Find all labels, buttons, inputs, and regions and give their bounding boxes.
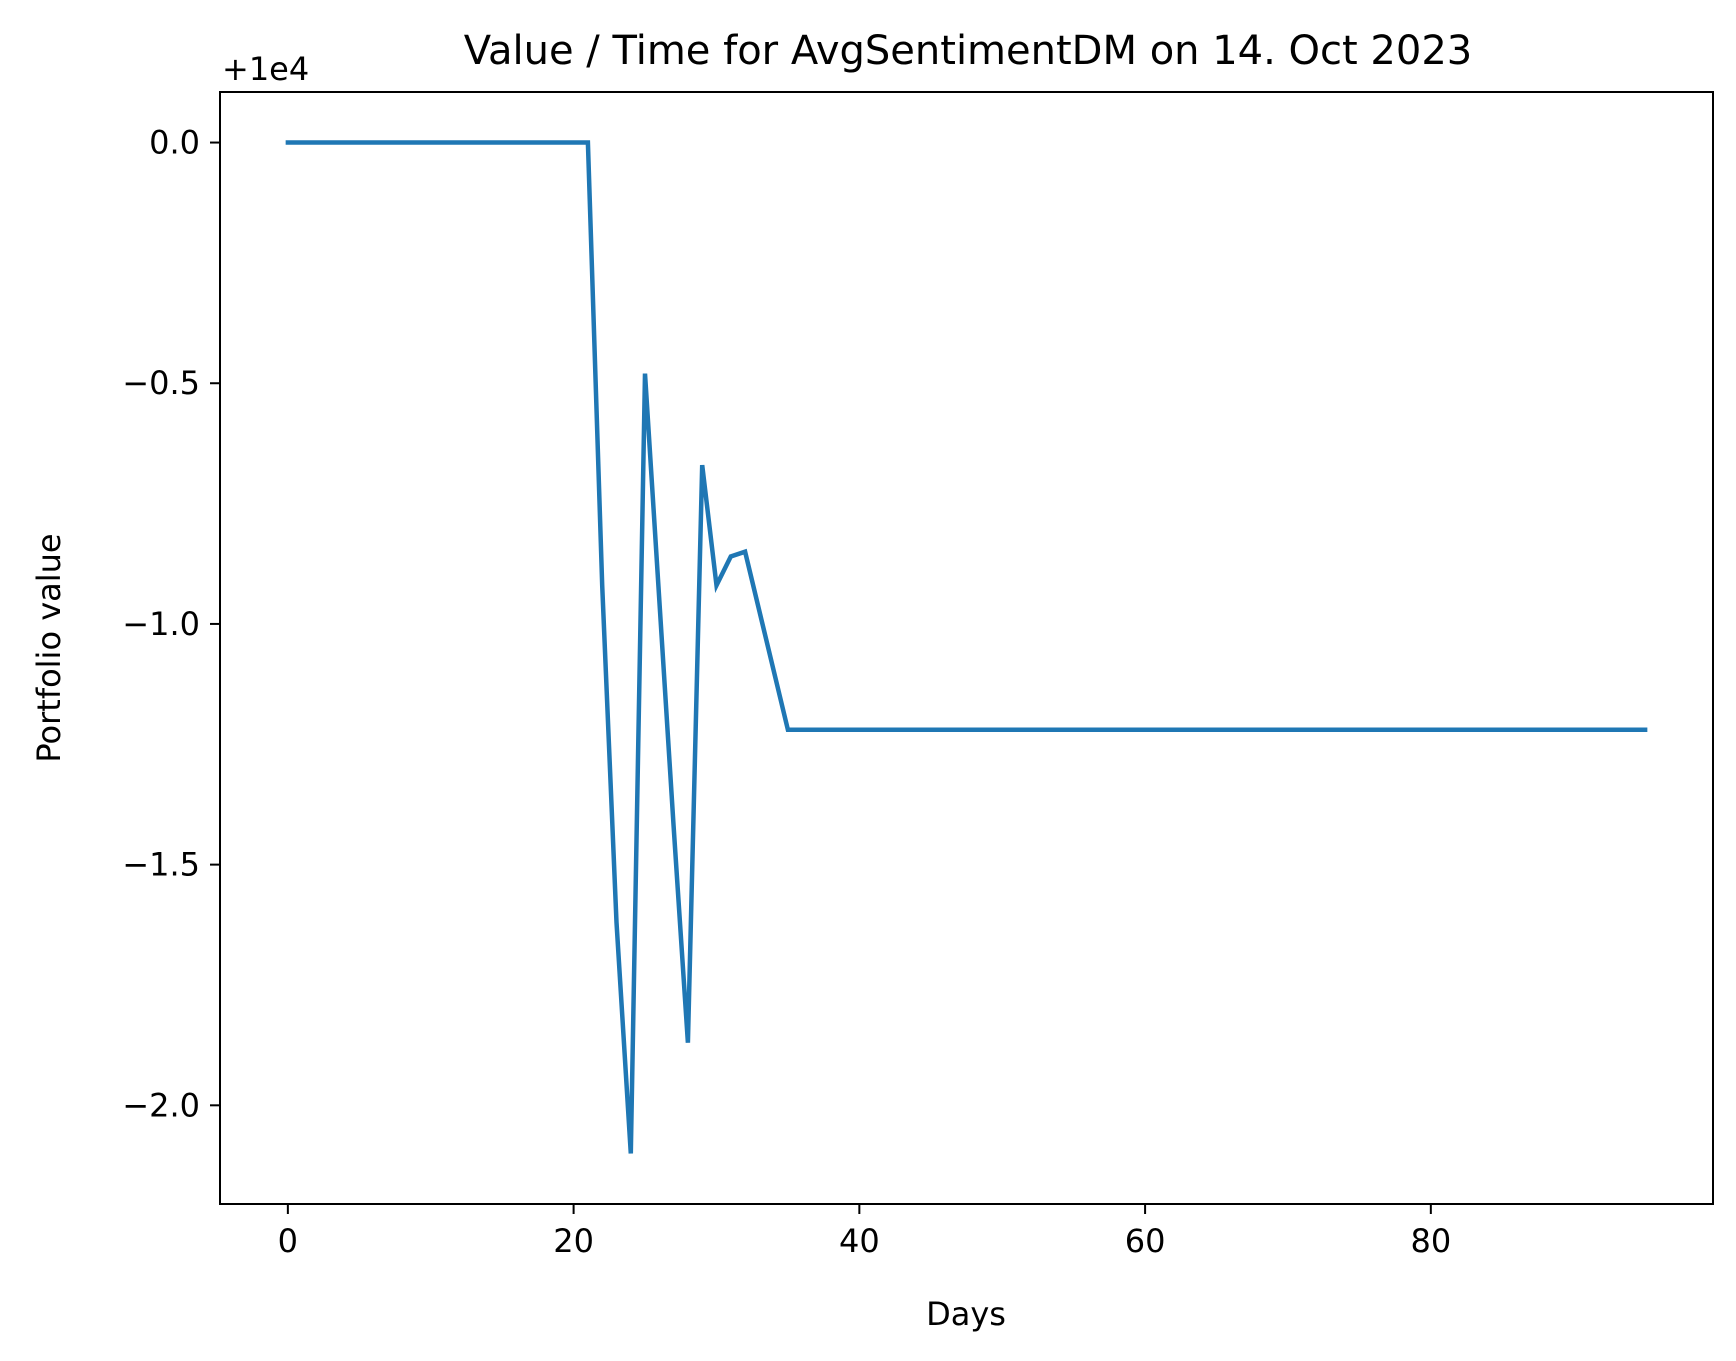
series-layer xyxy=(285,140,1648,1154)
plot-area-frame xyxy=(219,91,1714,1205)
x-tick-label: 80 xyxy=(1410,1222,1451,1260)
y-axis-ticks: 0.0 −0.5 −1.0 −1.5 −2.0 xyxy=(122,124,220,1124)
x-tick-label: 20 xyxy=(553,1222,594,1260)
y-tick-label: 0.0 xyxy=(149,124,200,162)
x-axis-label: Days xyxy=(926,1295,1006,1333)
y-tick-label: −2.0 xyxy=(122,1086,200,1124)
y-axis-label: Portfolio value xyxy=(30,533,68,762)
x-tick-label: 40 xyxy=(839,1222,880,1260)
chart-title: Value / Time for AvgSentimentDM on 14. O… xyxy=(464,28,1472,74)
y-tick-label: −0.5 xyxy=(122,364,200,402)
y-tick-label: −1.0 xyxy=(122,605,200,643)
x-tick-label: 60 xyxy=(1125,1222,1166,1260)
x-tick-label: 0 xyxy=(278,1222,298,1260)
y-offset-label: +1e4 xyxy=(222,50,309,88)
series-line xyxy=(285,140,1648,1154)
x-axis-ticks: 0 20 40 60 80 xyxy=(278,1204,1451,1260)
y-tick-label: −1.5 xyxy=(122,846,200,884)
